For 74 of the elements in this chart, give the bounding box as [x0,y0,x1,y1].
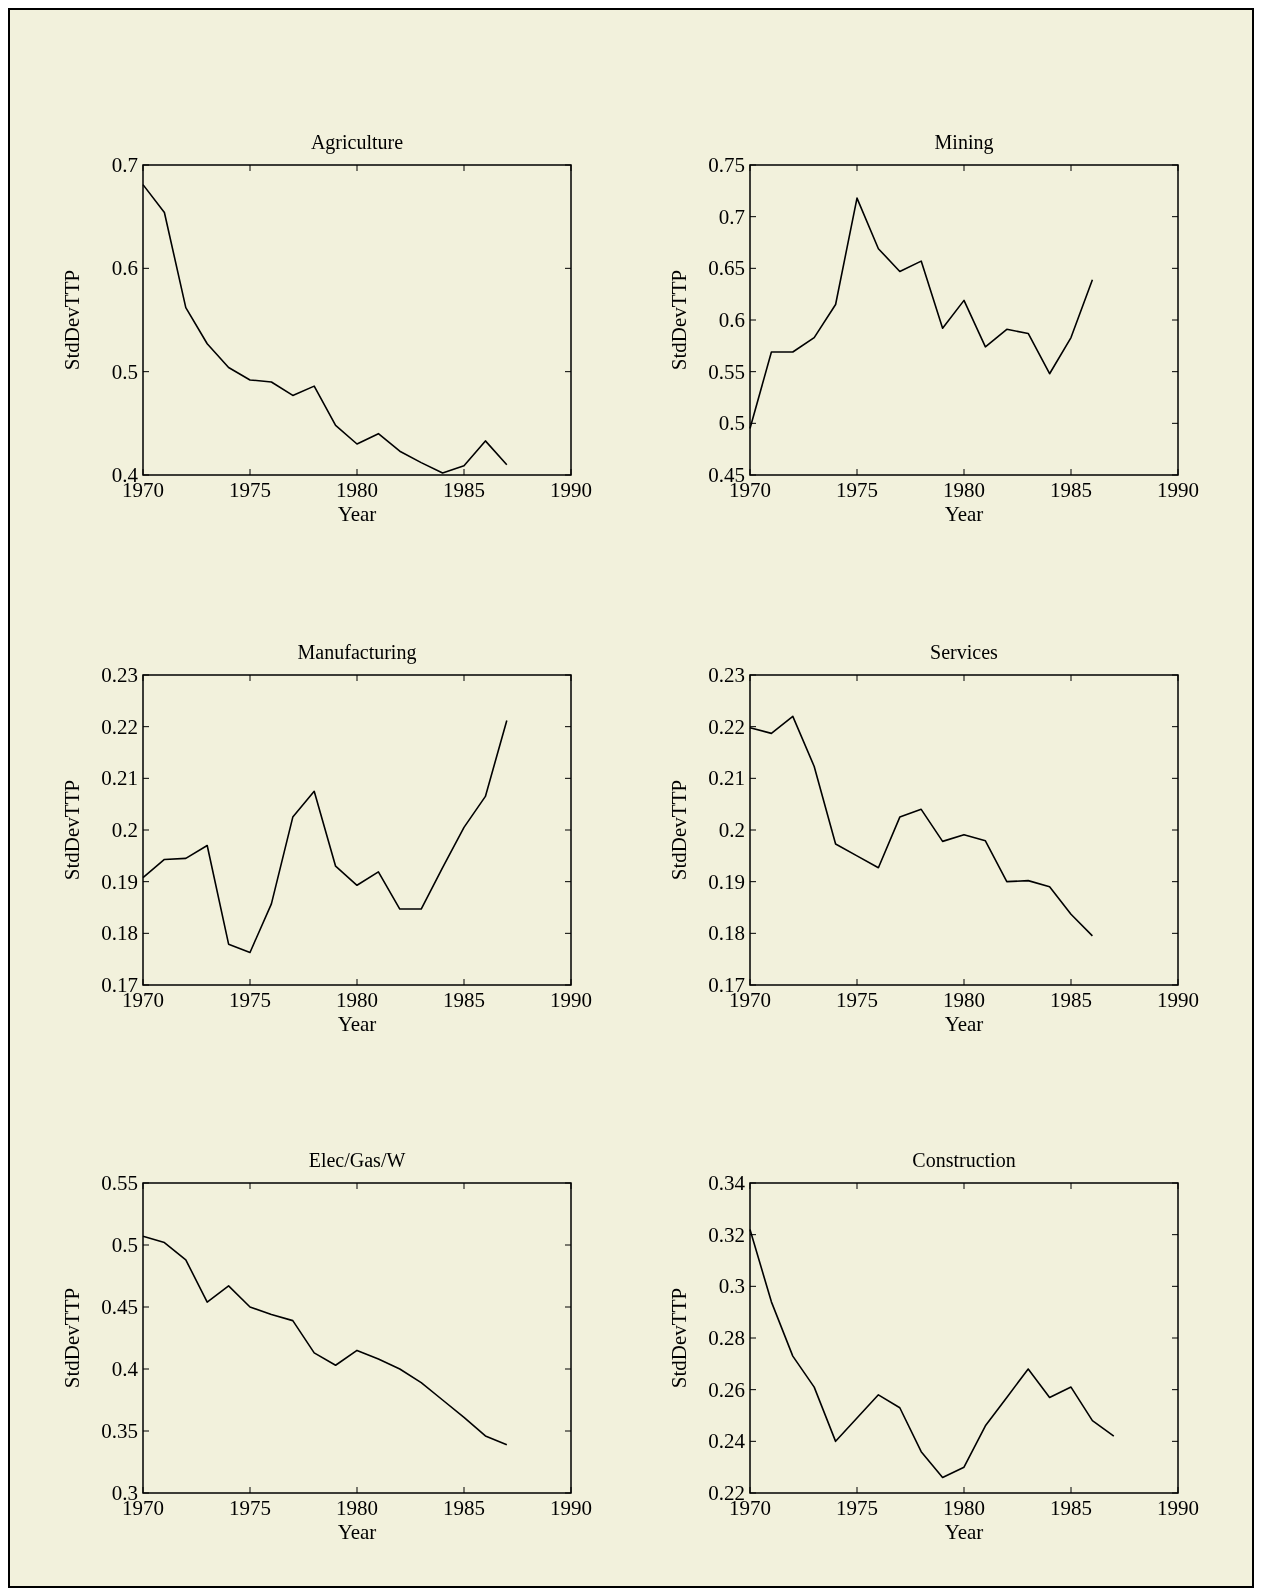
x-axis-title: Year [337,502,377,526]
y-tick-label: 0.34 [708,1171,746,1195]
y-tick-label: 0.23 [708,663,745,687]
y-tick-label: 0.2 [111,818,138,842]
chart-title: Construction [912,1149,1016,1171]
x-tick-label: 1990 [1157,478,1199,502]
y-tick-label: 0.21 [101,766,138,791]
y-tick-label: 0.4 [111,1357,139,1381]
y-tick-label: 0.6 [718,308,745,332]
chart-title: Services [930,641,999,663]
y-tick-label: 0.26 [708,1377,745,1402]
x-axis-title: Year [337,1520,377,1544]
y-tick-label: 0.75 [708,153,745,177]
x-tick-label: 1985 [443,988,485,1012]
chart-title: Manufacturing [297,641,417,664]
y-axis-title: StdDevTTP [60,269,84,371]
y-tick-label: 0.65 [708,256,745,281]
y-tick-label: 0.5 [718,411,745,436]
x-tick-label: 1990 [550,478,592,502]
x-axis-title: Year [944,1012,984,1036]
x-tick-label: 1990 [1157,988,1199,1012]
y-tick-label: 0.32 [708,1222,745,1247]
y-tick-label: 0.18 [101,921,138,946]
y-axis-title: StdDevTTP [667,1287,691,1389]
x-tick-label: 1980 [943,988,985,1012]
x-tick-label: 1975 [229,478,271,502]
y-tick-label: 0.19 [101,869,138,894]
x-tick-label: 1990 [550,988,592,1012]
x-axis-title: Year [944,1520,984,1544]
y-tick-label: 0.7 [718,204,745,229]
y-tick-label: 0.35 [101,1419,138,1443]
y-tick-label: 0.55 [101,1171,138,1195]
y-tick-label: 0.5 [111,359,138,384]
y-tick-label: 0.22 [708,714,745,739]
y-tick-label: 0.7 [111,153,138,177]
x-tick-label: 1980 [336,478,378,502]
y-tick-label: 0.6 [111,256,138,281]
x-tick-label: 1990 [550,1496,592,1520]
x-tick-label: 1990 [1157,1496,1199,1520]
x-tick-label: 1985 [1050,988,1092,1012]
y-tick-label: 0.55 [708,359,745,384]
y-tick-label: 0.5 [111,1233,138,1257]
x-tick-label: 1975 [229,1496,271,1520]
x-tick-label: 1975 [836,478,878,502]
x-tick-label: 1980 [943,1496,985,1520]
y-axis-title: StdDevTTP [60,1287,84,1389]
y-tick-label: 0.28 [708,1326,745,1350]
x-tick-label: 1985 [443,478,485,502]
chart-title: Elec/Gas/W [308,1149,406,1171]
chart-title: Mining [934,131,994,154]
y-tick-label: 0.22 [101,714,138,739]
x-tick-label: 1975 [229,988,271,1012]
x-tick-label: 1985 [1050,1496,1092,1520]
x-axis-title: Year [337,1012,377,1036]
y-axis-title: StdDevTTP [667,779,691,881]
y-tick-label: 0.19 [708,869,745,894]
x-tick-label: 1975 [836,988,878,1012]
x-tick-label: 1975 [836,1496,878,1520]
x-tick-label: 1980 [943,478,985,502]
y-axis-title: StdDevTTP [60,779,84,881]
x-tick-label: 1980 [336,1496,378,1520]
y-tick-label: 0.21 [708,766,745,791]
y-tick-label: 0.2 [718,818,745,842]
x-axis-title: Year [944,502,984,526]
x-tick-label: 1985 [1050,478,1092,502]
chart-title: Agriculture [310,131,404,154]
y-tick-label: 0.18 [708,921,745,946]
y-axis-title: StdDevTTP [667,269,691,371]
y-tick-label: 0.3 [718,1274,745,1299]
x-tick-label: 1980 [336,988,378,1012]
y-tick-label: 0.23 [101,663,138,687]
y-tick-label: 0.45 [101,1295,138,1319]
y-tick-label: 0.24 [708,1429,746,1454]
x-tick-label: 1985 [443,1496,485,1520]
